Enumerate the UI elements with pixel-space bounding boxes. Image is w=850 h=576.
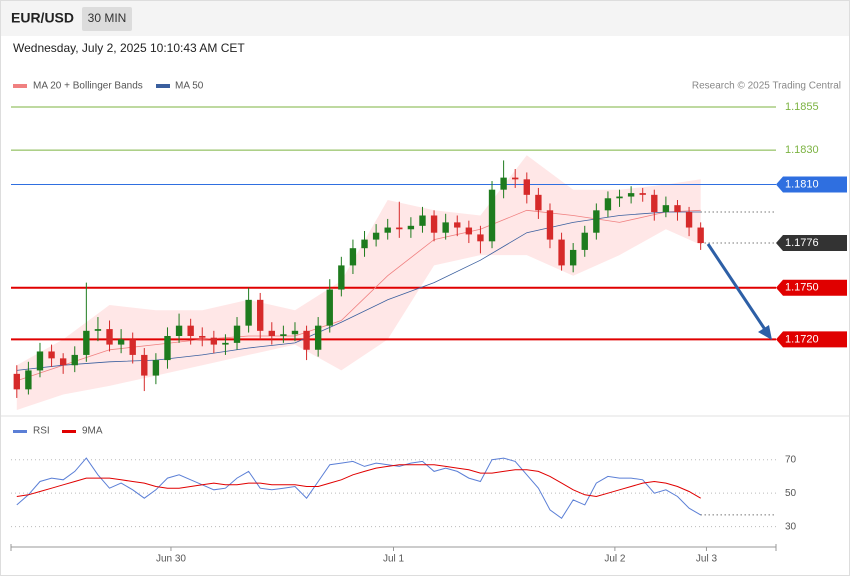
level-label: 1.1720 xyxy=(785,333,819,345)
y-tick-label: 70 xyxy=(785,454,797,465)
candle-body xyxy=(48,351,55,359)
candle-body xyxy=(581,232,588,250)
candle-body xyxy=(233,325,241,343)
candle-body xyxy=(627,193,635,197)
rsi-line xyxy=(16,464,701,499)
candle-body xyxy=(651,194,658,213)
candle-body xyxy=(407,225,415,230)
candle-body xyxy=(593,210,600,233)
legend-label: 9MA xyxy=(82,426,103,437)
candle-body xyxy=(697,227,704,244)
legend-label: MA 50 xyxy=(175,81,204,92)
x-tick-label: Jun 30 xyxy=(156,554,186,565)
candle-body xyxy=(36,351,44,371)
candle-body xyxy=(442,222,449,233)
candle-body xyxy=(616,196,623,199)
candle-body xyxy=(662,205,670,213)
candle-body xyxy=(512,177,519,180)
candle-body xyxy=(245,299,252,326)
candle-body xyxy=(372,232,380,240)
bollinger-band xyxy=(16,155,701,410)
candle-body xyxy=(326,289,333,326)
candle-body xyxy=(454,222,461,228)
candle-body xyxy=(83,330,90,355)
level-label: 1.1830 xyxy=(785,144,819,156)
candle-body xyxy=(500,177,507,190)
candle-body xyxy=(106,329,113,345)
arrow-head xyxy=(758,325,772,340)
level-tag xyxy=(776,331,847,348)
x-tick-label: Jul 2 xyxy=(604,554,626,565)
candle-body xyxy=(546,210,554,240)
candle-body xyxy=(71,354,78,366)
candle-body xyxy=(558,239,565,266)
y-tick-label: 30 xyxy=(785,521,797,532)
candle-body xyxy=(465,227,473,235)
symbol: EUR/USD xyxy=(11,10,74,26)
subtitle: Wednesday, July 2, 2025 10:10:43 AM CET xyxy=(13,41,245,55)
candle-body xyxy=(257,299,264,331)
level-tag xyxy=(776,176,847,193)
forecast-arrow xyxy=(706,243,770,335)
legend-swatch xyxy=(62,430,76,433)
interval-box[interactable] xyxy=(82,7,132,31)
candle-body xyxy=(291,330,299,335)
header-bar xyxy=(1,1,849,36)
candle-body xyxy=(25,370,32,390)
candle-body xyxy=(338,265,345,290)
candle-body xyxy=(396,227,403,230)
interval[interactable]: 30 MIN xyxy=(88,11,127,25)
rsi-line xyxy=(16,457,701,520)
candle-body xyxy=(210,337,218,345)
level-label: 1.1810 xyxy=(785,178,819,190)
level-label: 1.1750 xyxy=(785,282,819,294)
candle-body xyxy=(488,189,496,242)
candle-body xyxy=(419,215,426,226)
candle-body xyxy=(430,215,438,233)
candle-body xyxy=(187,325,194,336)
legend-label: RSI xyxy=(33,426,50,437)
candle-body xyxy=(175,325,183,336)
candle-body xyxy=(280,334,287,336)
candle-body xyxy=(303,330,310,350)
x-tick-label: Jul 3 xyxy=(696,554,718,565)
candle-body xyxy=(569,249,577,266)
x-tick-label: Jul 1 xyxy=(383,554,405,565)
candle-body xyxy=(129,339,136,355)
legend-swatch xyxy=(13,84,27,88)
level-label: 1.1776 xyxy=(785,237,819,249)
candle-body xyxy=(674,205,681,213)
candle-body xyxy=(117,339,125,345)
candle-body xyxy=(199,335,206,338)
candle-body xyxy=(685,212,693,228)
legend-swatch xyxy=(156,84,170,88)
copyright: Research © 2025 Trading Central xyxy=(692,81,841,92)
candle-body xyxy=(349,248,357,266)
candle-body xyxy=(13,373,20,390)
candle-body xyxy=(314,325,322,350)
candle-body xyxy=(268,330,275,336)
candle-body xyxy=(222,342,229,345)
y-tick-label: 50 xyxy=(785,488,797,499)
level-label: 1.1855 xyxy=(785,101,819,113)
level-tag xyxy=(776,279,847,296)
candle-body xyxy=(384,227,391,233)
level-tag xyxy=(776,235,847,252)
candle-body xyxy=(523,179,530,195)
legend-label: MA 20 + Bollinger Bands xyxy=(33,81,143,92)
candle-body xyxy=(141,354,148,376)
candle-body xyxy=(604,198,612,211)
legend-swatch xyxy=(13,430,27,433)
candle-body xyxy=(59,358,67,366)
candle-body xyxy=(639,193,646,195)
candle-body xyxy=(477,234,484,242)
candle-body xyxy=(164,335,171,361)
candle-body xyxy=(94,329,102,331)
candle-body xyxy=(535,194,542,211)
candle-body xyxy=(152,360,160,376)
candle-body xyxy=(361,239,368,249)
